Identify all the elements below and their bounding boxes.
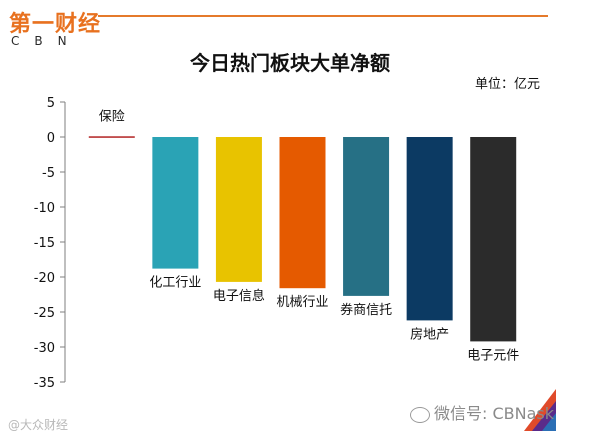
bar	[470, 137, 517, 342]
y-tick-label: -20	[34, 271, 55, 286]
y-tick-label: 0	[47, 131, 55, 146]
category-label: 化工行业	[149, 276, 201, 291]
y-tick-label: -15	[34, 236, 55, 251]
y-tick-label: -35	[34, 376, 55, 391]
logo-text-en: CBN	[11, 34, 82, 48]
wechat-icon	[410, 406, 430, 423]
watermark-left: @大众财经	[8, 418, 69, 432]
y-tick-label: -10	[34, 201, 55, 216]
axis-layer: 5 0 -5 -10 -15 -20 -25 -30 -35	[34, 96, 66, 391]
chart-title: 今日热门板块大单净额	[190, 51, 390, 75]
y-tick-label: -5	[42, 166, 55, 181]
header-rule	[98, 15, 548, 17]
y-tick-label: 5	[47, 96, 55, 111]
category-label: 券商信托	[340, 302, 392, 318]
watermark-right: 微信号: CBNask	[410, 400, 554, 424]
unit-label: 单位：亿元	[474, 77, 540, 92]
category-label: 电子信息	[213, 288, 265, 304]
bar	[152, 137, 199, 269]
cbn-logo: 第一财经 CBN	[9, 6, 109, 50]
y-tick-label: -25	[34, 306, 55, 321]
bar	[88, 136, 135, 138]
category-label: 保险	[99, 109, 125, 124]
category-label: 电子元件	[467, 348, 519, 363]
bar	[279, 137, 326, 289]
logo-text-cn: 第一财经	[9, 11, 102, 37]
y-tick-label: -30	[34, 341, 55, 356]
bar	[406, 137, 453, 321]
corner-logo-icon	[524, 389, 556, 431]
bars-layer	[88, 136, 517, 342]
category-label: 机械行业	[276, 295, 328, 310]
watermark-right-text: 微信号: CBNask	[434, 404, 555, 423]
bar	[215, 137, 262, 282]
category-label: 房地产	[410, 326, 449, 342]
bar	[343, 137, 390, 296]
